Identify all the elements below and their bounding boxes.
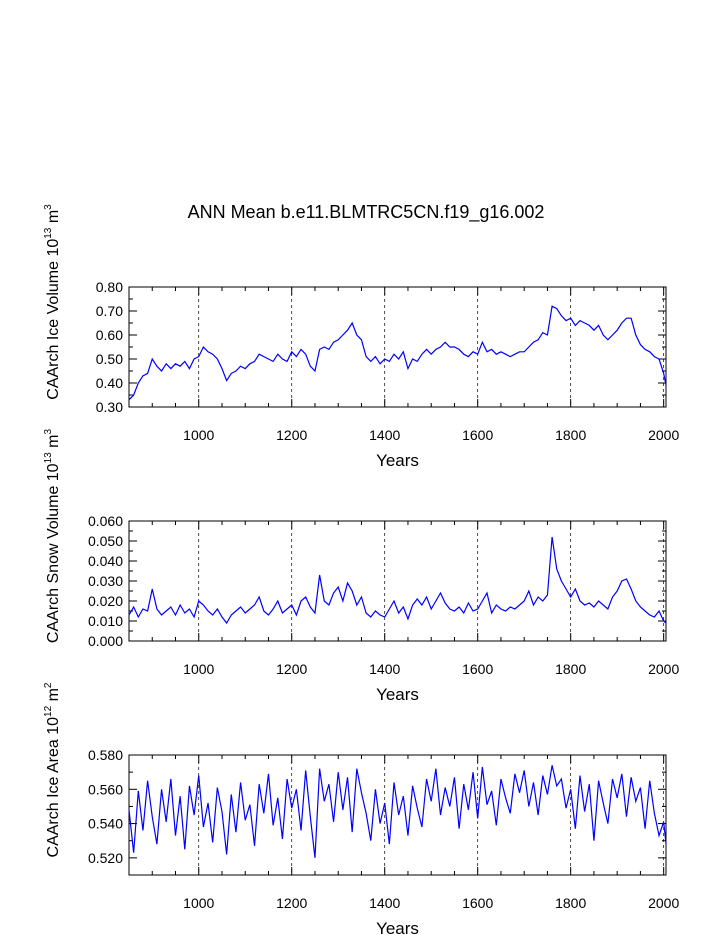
x-tick-label: 1800 (555, 427, 586, 443)
series-line (128, 305, 667, 401)
x-tick-label: 1600 (462, 427, 493, 443)
y-tick-label: 0.70 (96, 303, 123, 319)
y-tick-label: 0.30 (96, 399, 123, 415)
y-tick-label: 0.60 (96, 327, 123, 343)
y-axis-label: CAArch Ice Area 1012 m2 (43, 682, 62, 857)
x-axis-label: Years (376, 685, 419, 704)
y-tick-label: 0.020 (88, 593, 123, 609)
plot-frame (128, 286, 667, 408)
y-tick-label: 0.580 (88, 747, 123, 763)
y-tick-label: 0.040 (88, 553, 123, 569)
plot-frame (128, 520, 667, 642)
x-tick-label: 1200 (276, 661, 307, 677)
series-line (128, 536, 667, 625)
panel-ice-volume: 1000 1200 1400 1600 1800 2000 0.30 0.40 0.50 0.60… (43, 204, 679, 470)
x-tick-label: 2000 (648, 895, 679, 911)
x-tick-label: 1400 (369, 895, 400, 911)
series-line (128, 765, 667, 858)
chart-title: ANN Mean b.e11.BLMTRC5CN.f19_g16.002 (188, 202, 545, 223)
x-tick-label: 1600 (462, 661, 493, 677)
x-tick-label: 2000 (648, 661, 679, 677)
x-tick-label: 2000 (648, 427, 679, 443)
y-tick-label: 0.060 (88, 513, 123, 529)
panel-snow-volume: 1000 1200 1400 1600 1800 2000 0.000 0.010 0.020 0… (43, 429, 679, 705)
y-tick-label: 0.540 (88, 816, 123, 832)
y-axis-label: CAArch Snow Volume 1013 m3 (43, 429, 62, 644)
x-tick-label: 1200 (276, 895, 307, 911)
y-tick-label: 0.50 (96, 351, 123, 367)
x-tick-label: 1000 (183, 661, 214, 677)
x-tick-label: 1600 (462, 895, 493, 911)
x-tick-label: 1800 (555, 895, 586, 911)
x-tick-label: 1200 (276, 427, 307, 443)
x-tick-label: 1800 (555, 661, 586, 677)
y-tick-label: 0.520 (88, 850, 123, 866)
y-axis-label: CAArch Ice Volume 1013 m3 (43, 204, 62, 400)
x-tick-label: 1000 (183, 427, 214, 443)
x-tick-label: 1000 (183, 895, 214, 911)
y-tick-label: 0.40 (96, 375, 123, 391)
x-tick-label: 1400 (369, 427, 400, 443)
y-tick-label: 0.010 (88, 613, 123, 629)
x-axis-label: Years (376, 451, 419, 470)
y-tick-label: 0.80 (96, 279, 123, 295)
x-tick-label: 1400 (369, 661, 400, 677)
x-axis-label: Years (376, 919, 419, 935)
y-tick-label: 0.000 (88, 633, 123, 649)
y-tick-label: 0.560 (88, 781, 123, 797)
y-tick-label: 0.050 (88, 533, 123, 549)
y-tick-label: 0.030 (88, 573, 123, 589)
panel-ice-area: 1000 1200 1400 1600 1800 2000 0.520 0.540 0.560 0… (43, 682, 679, 935)
